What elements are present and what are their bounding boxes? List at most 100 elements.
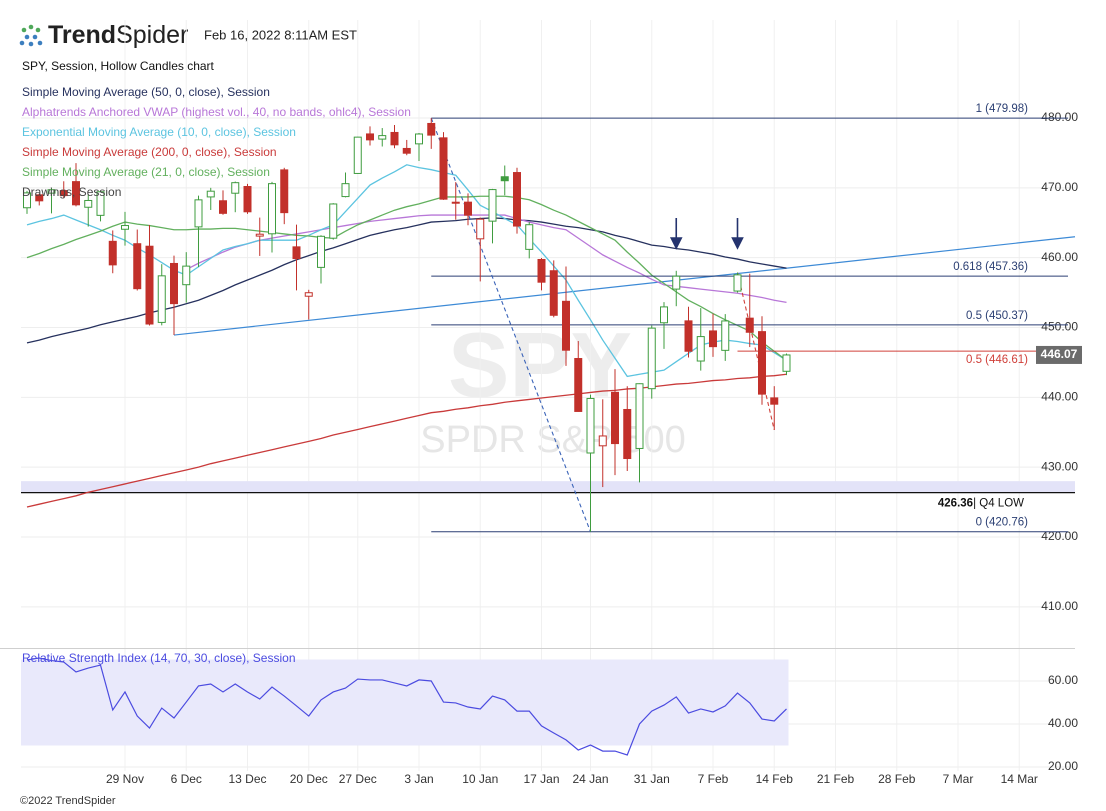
- x-tick-label: 3 Jan: [404, 772, 433, 786]
- candle-body: [402, 147, 411, 154]
- y-tick-label: 20.00: [1048, 759, 1078, 773]
- candle-body: [206, 190, 215, 198]
- y-tick-label: 460.00: [1041, 250, 1078, 264]
- arrow: [669, 218, 683, 250]
- candle-body: [255, 233, 264, 237]
- y-tick-label: 450.00: [1041, 320, 1078, 334]
- candle-body: [513, 172, 521, 227]
- candle-body: [451, 201, 460, 204]
- candle-body: [390, 131, 399, 146]
- candle-body: [170, 262, 178, 305]
- y-tick-label: 60.00: [1048, 673, 1078, 687]
- x-tick-label: 14 Feb: [756, 772, 794, 786]
- overlay-line: [26, 195, 787, 361]
- candle-body: [574, 358, 583, 412]
- candle-body: [562, 300, 570, 351]
- candle-body: [47, 189, 56, 194]
- candle-body: [500, 176, 509, 182]
- candle-body: [35, 194, 44, 202]
- legend-entry: Simple Moving Average (21, 0, close), Se…: [22, 165, 270, 179]
- x-tick-label: 21 Feb: [817, 772, 855, 786]
- x-tick-label: 28 Feb: [878, 772, 916, 786]
- candle-body: [353, 136, 362, 174]
- fib-level-label: 1 (479.98): [976, 103, 1029, 115]
- y-tick-label: 430.00: [1041, 459, 1078, 473]
- x-tick-label: 31 Jan: [634, 772, 670, 786]
- candle-body: [304, 292, 313, 297]
- candle-body: [709, 330, 717, 348]
- y-tick-label: 410.00: [1041, 599, 1078, 613]
- brand-light: Spider: [116, 21, 188, 49]
- candle-body: [537, 258, 546, 283]
- candle-body: [611, 391, 619, 445]
- candle-body: [586, 397, 595, 454]
- x-tick-label: 7 Mar: [943, 772, 974, 786]
- footer: ©2022 TrendSpider: [20, 795, 116, 807]
- candle-body: [598, 435, 607, 447]
- candle-body: [317, 235, 325, 268]
- candle-body: [439, 137, 448, 200]
- overlay-line: [26, 217, 787, 344]
- candle-body: [157, 275, 166, 323]
- candle-body: [84, 199, 93, 208]
- candle-body: [745, 317, 754, 333]
- x-tick-label: 14 Mar: [1001, 772, 1038, 786]
- legend-entry: Alphatrends Anchored VWAP (highest vol.,…: [22, 105, 411, 119]
- y-tick-label: 470.00: [1041, 180, 1078, 194]
- candle-body: [108, 240, 117, 266]
- legend-entry: Exponential Moving Average (10, 0, close…: [22, 125, 296, 139]
- x-tick-label: 20 Dec: [290, 772, 328, 786]
- candle-body: [72, 181, 80, 206]
- y-tick-label: 420.00: [1041, 529, 1078, 543]
- brand-bold: Trend: [48, 21, 116, 49]
- candle-body: [684, 320, 693, 352]
- candle-body: [23, 192, 31, 209]
- candle-body: [733, 274, 742, 292]
- candle-body: [647, 327, 656, 390]
- candle-body: [145, 245, 154, 325]
- chart-title: SPY, Session, Hollow Candles chart: [22, 59, 215, 73]
- q4-low-value: 426.36: [938, 498, 973, 510]
- candle-body: [341, 183, 350, 198]
- candle-body: [623, 408, 632, 460]
- candle-body: [194, 199, 203, 228]
- legend-entry: Drawings, Session: [22, 185, 121, 199]
- fib-level-label: 0.5 (450.37): [966, 310, 1028, 322]
- candle-body: [464, 201, 472, 216]
- x-tick-label: 24 Jan: [572, 772, 608, 786]
- candle-body: [476, 218, 485, 240]
- candle-body: [280, 169, 289, 214]
- timestamp: Feb 16, 2022 8:11AM EST: [204, 27, 357, 42]
- legend-entry: Simple Moving Average (200, 0, close), S…: [22, 145, 277, 159]
- brand: TrendSpider: [48, 21, 188, 49]
- candle-body: [182, 265, 191, 286]
- candle-body: [329, 203, 338, 239]
- q4-low-label: 426.36| Q4 LOW: [938, 498, 1024, 510]
- candle-body: [721, 320, 730, 351]
- candle-body: [243, 186, 252, 213]
- x-tick-label: 7 Feb: [698, 772, 729, 786]
- swing-line: [430, 117, 592, 532]
- candle-body: [427, 122, 436, 136]
- logo-icon: [19, 24, 43, 47]
- x-tick-label: 13 Dec: [228, 772, 266, 786]
- candle-body: [696, 336, 705, 362]
- candle-body: [121, 225, 129, 230]
- candle-body: [672, 275, 681, 290]
- candle-body: [549, 270, 558, 316]
- overlay-line: [26, 373, 787, 508]
- x-tick-label: 27 Dec: [339, 772, 377, 786]
- fib-level-label: 0.5 (446.61): [966, 354, 1028, 366]
- rsi-band: [21, 659, 789, 746]
- overlay-line: [185, 214, 787, 304]
- last-price-label: 446.07: [1041, 347, 1078, 361]
- watermark: SPDR S&P 500: [420, 419, 685, 461]
- candle-body: [488, 189, 497, 222]
- fib-level-label: 0 (420.76): [976, 517, 1029, 529]
- fib-level-label: 0.618 (457.36): [953, 261, 1028, 273]
- y-tick-label: 480.00: [1041, 110, 1078, 124]
- x-tick-label: 17 Jan: [523, 772, 559, 786]
- x-tick-label: 10 Jan: [462, 772, 498, 786]
- y-tick-label: 440.00: [1041, 390, 1078, 404]
